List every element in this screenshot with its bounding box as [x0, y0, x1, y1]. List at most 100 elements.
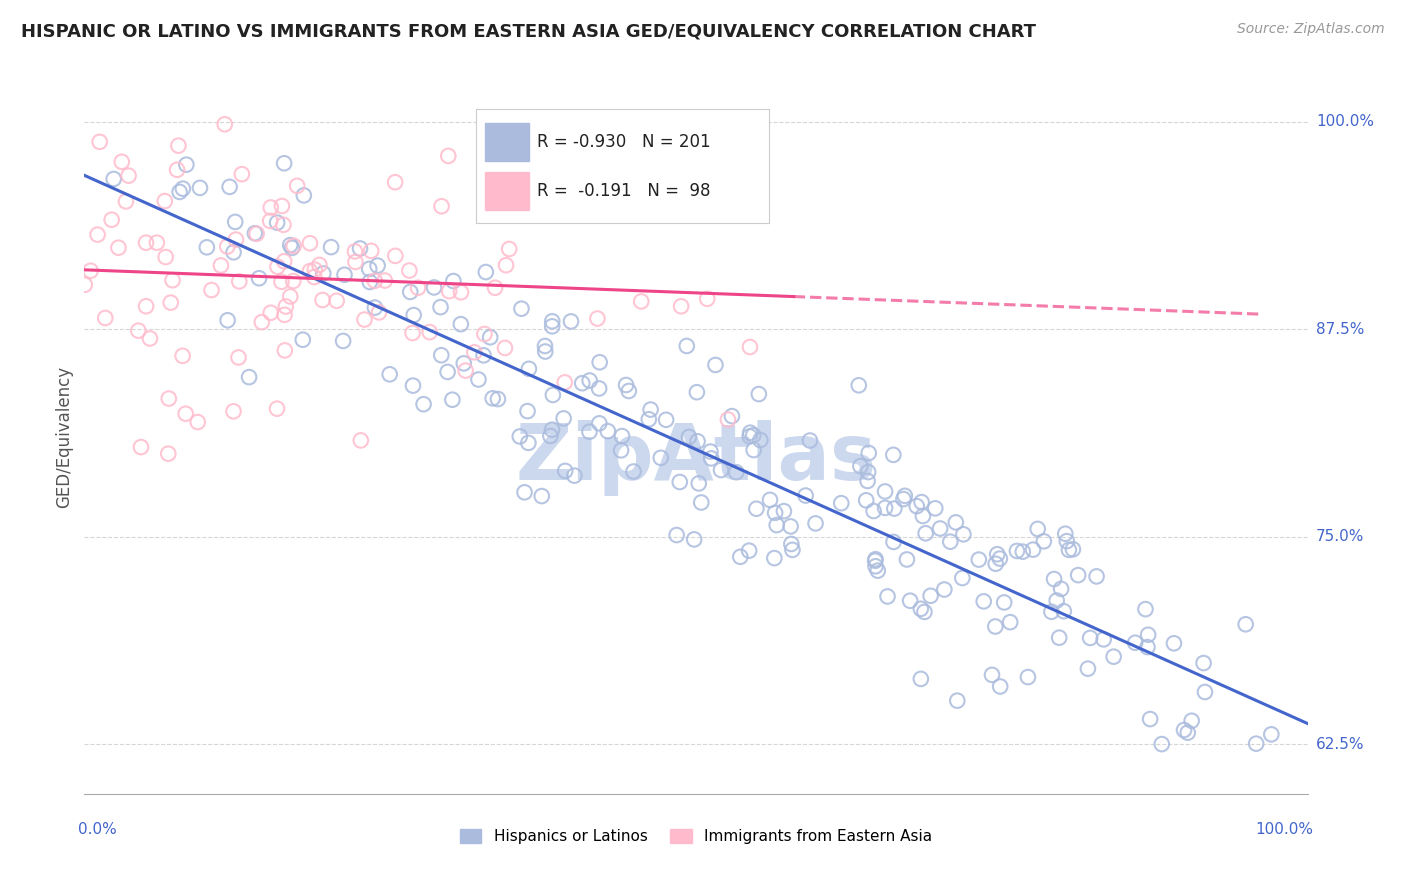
Point	[430, 348, 453, 362]
Point	[763, 551, 786, 566]
Point	[274, 300, 297, 314]
Point	[700, 451, 723, 466]
Point	[986, 547, 1008, 561]
Point	[1244, 737, 1267, 751]
Point	[1026, 522, 1049, 536]
Point	[1150, 737, 1173, 751]
Point	[920, 589, 942, 603]
Text: 0.0%: 0.0%	[79, 822, 117, 838]
Point	[285, 178, 308, 193]
Point	[856, 465, 879, 479]
Point	[1181, 714, 1204, 728]
Point	[228, 274, 250, 288]
Point	[243, 227, 266, 241]
Point	[865, 559, 887, 574]
Point	[308, 258, 330, 272]
Point	[742, 443, 765, 458]
Point	[668, 475, 690, 489]
Point	[704, 358, 727, 372]
Point	[984, 619, 1007, 633]
Point	[610, 443, 633, 458]
Point	[1046, 593, 1069, 607]
Point	[610, 429, 633, 443]
Point	[332, 334, 354, 348]
Point	[283, 239, 305, 253]
Point	[910, 672, 932, 686]
Point	[855, 493, 877, 508]
Point	[129, 440, 152, 454]
Point	[312, 267, 335, 281]
Point	[717, 412, 740, 426]
Point	[271, 199, 294, 213]
Point	[479, 330, 502, 344]
Point	[441, 274, 464, 288]
Point	[1062, 542, 1084, 557]
Point	[773, 504, 796, 518]
Point	[640, 402, 662, 417]
Point	[1078, 631, 1101, 645]
Point	[187, 415, 209, 429]
Y-axis label: GED/Equivalency: GED/Equivalency	[55, 366, 73, 508]
Point	[934, 582, 956, 597]
Point	[450, 317, 472, 331]
Point	[588, 382, 610, 396]
Point	[146, 235, 169, 250]
Point	[759, 492, 782, 507]
Point	[353, 312, 375, 326]
Point	[406, 281, 429, 295]
Point	[1057, 542, 1080, 557]
Point	[541, 314, 564, 328]
Point	[517, 436, 540, 450]
Point	[912, 605, 935, 619]
Point	[384, 249, 406, 263]
Point	[401, 326, 423, 340]
Point	[883, 535, 905, 549]
Point	[273, 308, 295, 322]
Point	[441, 392, 464, 407]
Point	[217, 313, 239, 327]
Point	[430, 199, 453, 213]
Point	[876, 590, 898, 604]
Point	[862, 504, 884, 518]
Point	[967, 552, 990, 566]
Point	[730, 549, 752, 564]
Point	[167, 138, 190, 153]
Text: 75.0%: 75.0%	[1316, 529, 1364, 544]
Point	[94, 310, 117, 325]
Point	[174, 407, 197, 421]
Point	[224, 215, 246, 229]
Point	[1017, 670, 1039, 684]
Point	[298, 236, 321, 251]
Point	[830, 496, 852, 510]
Point	[952, 527, 974, 541]
Point	[402, 308, 425, 322]
Point	[495, 258, 517, 272]
Point	[1050, 582, 1073, 596]
Text: 100.0%: 100.0%	[1256, 822, 1313, 838]
Point	[398, 263, 420, 277]
Point	[278, 289, 301, 303]
Point	[686, 434, 709, 449]
Point	[419, 325, 441, 339]
Point	[896, 552, 918, 566]
Point	[429, 300, 451, 314]
Point	[686, 385, 709, 400]
Point	[911, 508, 934, 523]
Point	[988, 680, 1011, 694]
Text: 62.5%: 62.5%	[1316, 737, 1364, 752]
Point	[865, 552, 887, 566]
Point	[162, 273, 184, 287]
Point	[898, 593, 921, 607]
Text: 87.5%: 87.5%	[1316, 322, 1364, 336]
Point	[562, 115, 585, 129]
Point	[437, 149, 460, 163]
Point	[115, 194, 138, 209]
Point	[169, 185, 191, 199]
Text: ZipAtlas: ZipAtlas	[516, 420, 876, 497]
Point	[554, 376, 576, 390]
Point	[1123, 636, 1146, 650]
Point	[117, 169, 139, 183]
Point	[1177, 725, 1199, 739]
Point	[374, 274, 396, 288]
Point	[536, 190, 558, 204]
